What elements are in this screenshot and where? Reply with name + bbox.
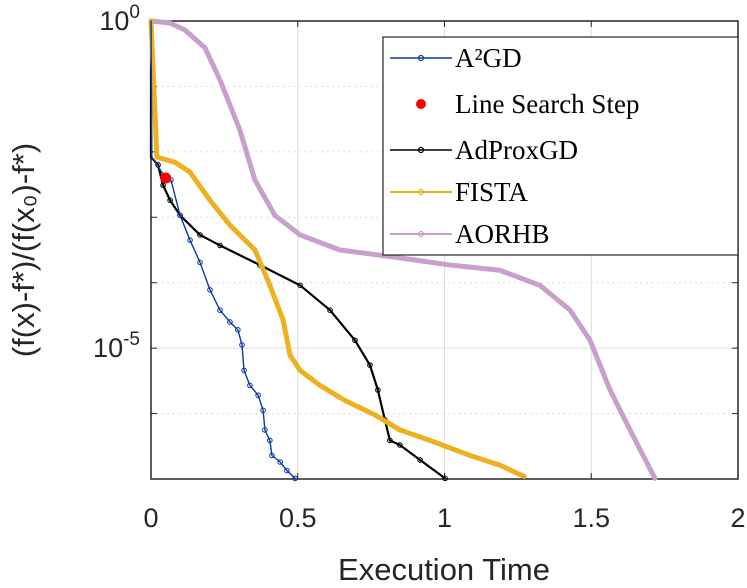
x-tick-label: 0.5 [279, 503, 317, 533]
line-adproxgd [149, 19, 447, 480]
marker-a-gd [239, 342, 245, 348]
marker-a-gd [247, 382, 253, 389]
marker-adproxgd [387, 437, 393, 444]
line-a-gd [150, 20, 296, 480]
marker-a-gd [227, 319, 233, 325]
marker-a-gd [284, 467, 290, 474]
legend-marker-fista [417, 188, 425, 196]
y-ticks: 100 10-5 [93, 2, 140, 363]
legend-marker-adproxgd [417, 146, 425, 154]
x-axis-label: Execution Time [338, 552, 550, 587]
marker-adproxgd [197, 232, 203, 238]
marker-adproxgd [352, 337, 358, 344]
series-layer [148, 18, 658, 482]
marker-adproxgd [375, 387, 381, 393]
x-tick-label: 0 [143, 503, 158, 533]
legend-label-fista: FISTA [455, 177, 528, 207]
marker-adproxgd [367, 362, 373, 368]
legend: A²GD Line Search Step AdProxGD FISTA AORHB [382, 36, 739, 256]
marker-a-gd [292, 475, 298, 482]
legend-label-adproxgd: AdProxGD [455, 135, 578, 165]
legend-marker-a-gd [417, 54, 425, 62]
x-ticks: 0 0.5 1 1.5 2 [143, 21, 746, 533]
y-tick-label-1: 10-5 [93, 329, 140, 363]
legend-label-aorhb: AORHB [455, 219, 550, 249]
marker-a-gd [277, 459, 283, 465]
legend-label-line-search-step: Line Search Step [455, 89, 639, 119]
marker-adproxgd [397, 442, 403, 448]
marker-a-gd [197, 259, 203, 266]
line-aorhb [148, 18, 658, 481]
marker-a-gd [269, 452, 275, 459]
x-tick-label: 1.5 [572, 503, 610, 533]
line-fista [148, 18, 527, 479]
y-axis-label: (f(x)-f*)/(f(x₀)-f*) [6, 143, 41, 357]
legend-swatch-line-search-step [416, 99, 426, 109]
marker-adproxgd [167, 197, 173, 204]
marker-adproxgd [327, 307, 333, 313]
legend-marker-aorhb [417, 230, 425, 238]
marker-adproxgd [297, 282, 303, 289]
point-line-search-step [160, 172, 172, 184]
marker-a-gd [241, 367, 247, 374]
marker-a-gd [255, 392, 261, 399]
x-tick-label: 1 [437, 503, 452, 533]
x-tick-label: 2 [730, 503, 745, 533]
legend-label-a-gd: A²GD [455, 43, 522, 73]
marker-adproxgd [160, 182, 166, 189]
marker-a-gd [207, 287, 213, 293]
marker-adproxgd [442, 475, 448, 482]
y-tick-label-0: 100 [99, 2, 140, 36]
marker-adproxgd [417, 457, 423, 463]
marker-a-gd [217, 307, 223, 313]
marker-a-gd [235, 327, 241, 333]
marker-adproxgd [217, 242, 223, 249]
marker-a-gd [262, 427, 268, 433]
marker-a-gd [177, 212, 183, 219]
marker-a-gd [187, 237, 193, 243]
legend-box [382, 36, 739, 256]
marker-a-gd [267, 437, 273, 444]
marker-a-gd [260, 407, 266, 414]
